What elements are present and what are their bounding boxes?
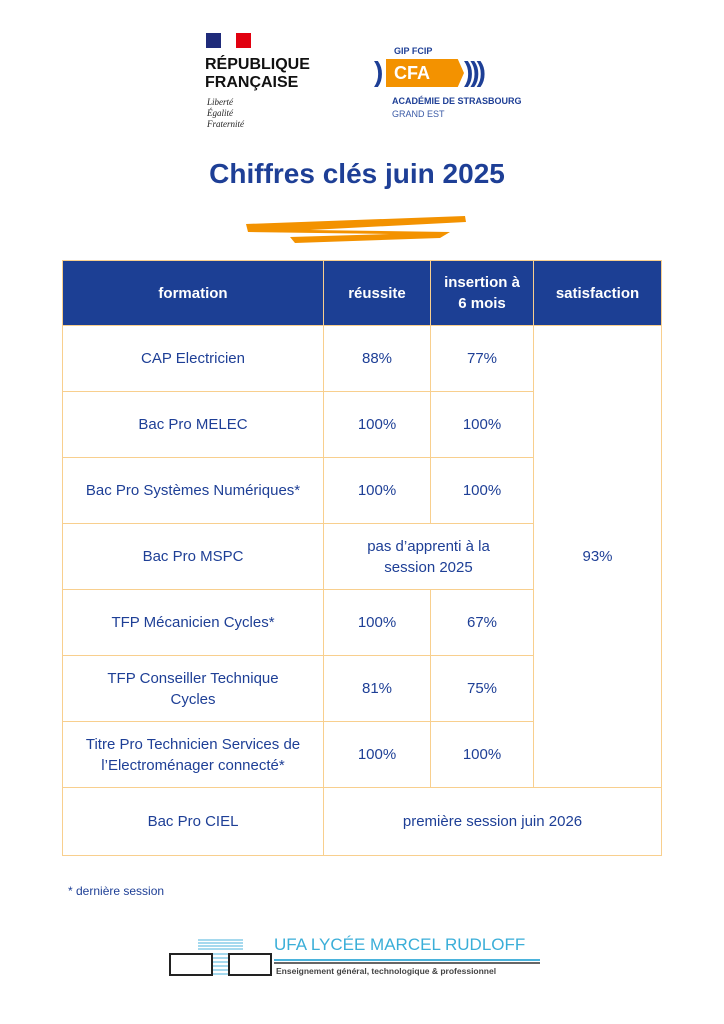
orange-brush-stroke <box>246 216 466 243</box>
table-row: Bac Pro CIEL première session juin 2026 <box>62 787 662 856</box>
motto: Liberté Égalité Fraternité <box>207 97 244 129</box>
cfa-region: GRAND EST <box>392 109 445 119</box>
reussite-cell: 100% <box>323 589 431 656</box>
page-title: Chiffres clés juin 2025 <box>209 158 505 189</box>
cfa-logo-bracket-left: ) <box>374 56 384 87</box>
formation-cell: TFP Mécanicien Cycles* <box>62 589 324 656</box>
table-header-row: formation réussite insertion à 6 mois sa… <box>62 260 662 326</box>
formation-cell: TFP Conseiller Technique Cycles <box>62 655 324 722</box>
table-row: Titre Pro Technicien Services de l’Elect… <box>62 721 662 788</box>
divider <box>274 962 540 964</box>
cfa-logo-bracket-right: ))) <box>464 56 486 87</box>
formation-cell: Titre Pro Technicien Services de l’Elect… <box>62 721 324 788</box>
gip-fcip-label: GIP FCIP <box>394 46 433 56</box>
formation-cell: CAP Electricien <box>62 325 324 392</box>
reussite-cell: 81% <box>323 655 431 722</box>
cfa-academie: ACADÉMIE DE STRASBOURG <box>392 96 522 106</box>
table-row: Bac Pro Systèmes Numériques* 100% 100% <box>62 457 662 524</box>
header-satisfaction: satisfaction <box>533 260 662 326</box>
lycee-subtitle: Enseignement général, technologique & pr… <box>276 966 497 976</box>
formation-cell: Bac Pro CIEL <box>62 787 324 856</box>
header-formation: formation <box>62 260 324 326</box>
divider <box>274 959 540 961</box>
key-figures-table: formation réussite insertion à 6 mois sa… <box>62 260 662 856</box>
formation-cell: Bac Pro Systèmes Numériques* <box>62 457 324 524</box>
table-row: Bac Pro MSPC pas d’apprenti à la session… <box>62 523 662 590</box>
table-row: TFP Conseiller Technique Cycles 81% 75% <box>62 655 662 722</box>
header-insertion: insertion à 6 mois <box>430 260 534 326</box>
republique-francaise-logo: RÉPUBLIQUE FRANÇAISE <box>205 56 310 91</box>
reussite-cell: 88% <box>323 325 431 392</box>
insertion-cell: 67% <box>430 589 534 656</box>
merged-cell: pas d’apprenti à la session 2025 <box>323 523 534 590</box>
insertion-cell: 77% <box>430 325 534 392</box>
satisfaction-cell: 93% <box>533 325 662 788</box>
insertion-cell: 100% <box>430 721 534 788</box>
header-reussite: réussite <box>323 260 431 326</box>
merged-cell: première session juin 2026 <box>323 787 662 856</box>
insertion-cell: 75% <box>430 655 534 722</box>
lycee-name: UFA LYCÉE MARCEL RUDLOFF <box>274 935 526 954</box>
reussite-cell: 100% <box>323 457 431 524</box>
lycee-logo-icon <box>169 939 272 976</box>
table-row: CAP Electricien 88% 77% 93% <box>62 325 662 788</box>
french-flag-logo <box>206 33 251 48</box>
insertion-cell: 100% <box>430 391 534 458</box>
cfa-logo: CFA <box>386 59 464 87</box>
formation-cell: Bac Pro MELEC <box>62 391 324 458</box>
footnote: * dernière session <box>68 884 165 898</box>
reussite-cell: 100% <box>323 391 431 458</box>
reussite-cell: 100% <box>323 721 431 788</box>
formation-cell: Bac Pro MSPC <box>62 523 324 590</box>
insertion-cell: 100% <box>430 457 534 524</box>
table-row: Bac Pro MELEC 100% 100% <box>62 391 662 458</box>
